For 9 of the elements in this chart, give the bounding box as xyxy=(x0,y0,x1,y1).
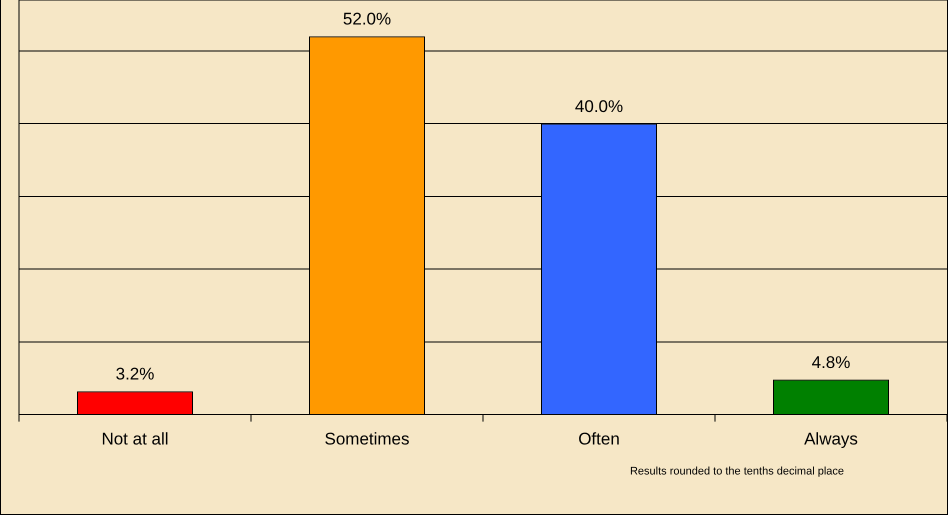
data-label: 40.0% xyxy=(574,96,624,116)
data-label: 3.2% xyxy=(116,364,154,384)
x-tick-label: Sometimes xyxy=(324,429,410,448)
x-tick-label: Always xyxy=(804,429,858,448)
x-tick-label: Often xyxy=(578,429,620,448)
x-tick-label: Not at all xyxy=(101,429,169,448)
data-label: 4.8% xyxy=(812,352,850,372)
data-label: 52.0% xyxy=(342,10,392,29)
text: Results rounded to the tenths decimal place xyxy=(630,466,844,478)
